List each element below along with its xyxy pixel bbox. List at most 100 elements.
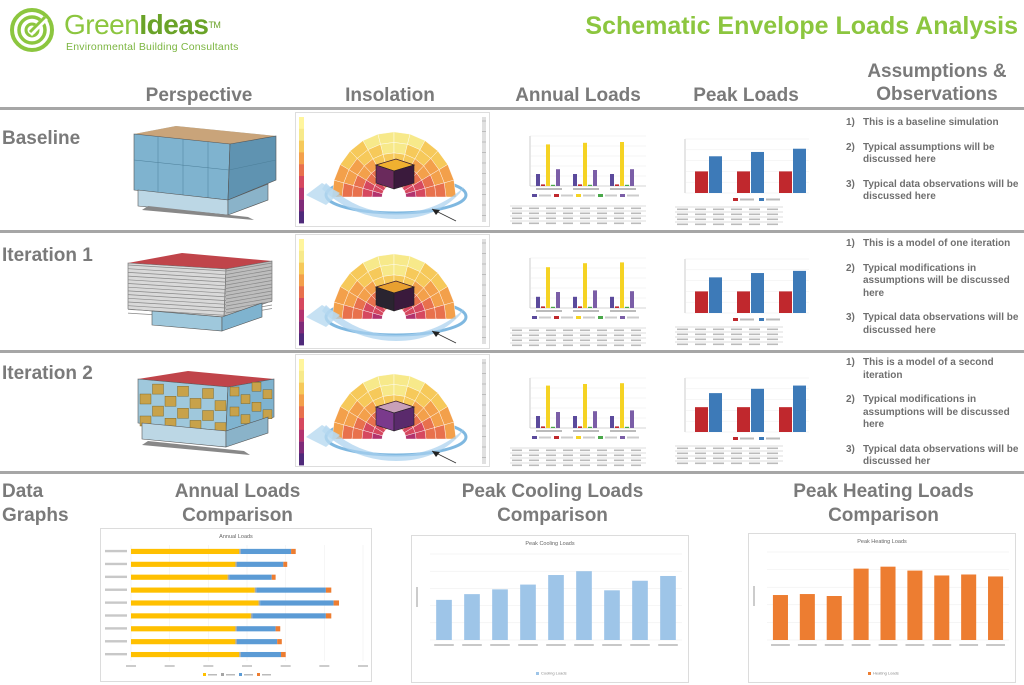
bar [961, 574, 977, 640]
table-cell [512, 449, 522, 452]
facade-slat [127, 290, 227, 298]
annual-bar [593, 170, 597, 186]
facade-slat [127, 272, 227, 279]
table-cell [512, 207, 522, 210]
legend-label [244, 674, 253, 676]
category-label [574, 644, 594, 646]
cooling-bar [695, 291, 708, 313]
legend-swatch [532, 316, 537, 319]
peak-heating-comparison-title: Peak Heating Loads Comparison [776, 480, 991, 528]
category-label [851, 644, 871, 646]
table-cell [614, 334, 624, 337]
stacked-bar-segment [229, 574, 272, 580]
annual-bar [573, 174, 577, 186]
annual-bar [556, 169, 560, 186]
divider [0, 350, 1024, 353]
table-cell [713, 333, 724, 336]
building-wall [393, 406, 415, 432]
table-cell [580, 464, 590, 467]
stacked-bar-segment [258, 600, 261, 606]
dome-sector [393, 373, 411, 387]
facade-slat [225, 269, 273, 279]
category-label [536, 430, 562, 432]
annual-bar [588, 426, 592, 428]
table-cell [546, 329, 556, 332]
ground-shadow [322, 425, 464, 461]
brand-name: GreenIdeasTM [64, 9, 221, 40]
table-cell [546, 464, 556, 467]
legend-color-band [299, 429, 304, 442]
chart-svg [510, 377, 646, 467]
facade-slat [225, 290, 273, 300]
column-header-annual-loads: Annual Loads [515, 85, 641, 106]
bar [880, 566, 896, 640]
bar [436, 599, 452, 640]
legend-color-band [299, 239, 304, 251]
annual-bar [551, 306, 555, 308]
table-cell [614, 207, 624, 210]
facade-slat [225, 294, 273, 303]
legend-swatch [620, 194, 625, 197]
dome-sector [380, 264, 395, 277]
table-cell [614, 339, 624, 342]
legend-label [740, 198, 754, 201]
cooling-bar [737, 171, 750, 193]
column-header-assumptions: Assumptions & Observations [854, 60, 1020, 106]
table-cell [695, 462, 706, 465]
table-cell [546, 449, 556, 452]
table-cell [512, 459, 522, 462]
facade-panel [251, 402, 262, 412]
table-cell [580, 207, 590, 210]
cooling-bar [737, 291, 750, 313]
facade-slat [127, 301, 227, 309]
table-cell [563, 344, 573, 347]
facade-panel [240, 394, 251, 404]
bar [988, 576, 1004, 640]
legend-label [539, 436, 551, 439]
dome-sector [444, 421, 457, 440]
dome-sector [434, 424, 447, 440]
table-cell [749, 457, 760, 460]
stacked-bar-segment [254, 587, 257, 593]
facade-slat [127, 294, 227, 301]
stacked-bar-segment [131, 613, 251, 619]
section-label-data-graphs: Data Graphs [2, 480, 69, 528]
facade-panel [262, 389, 273, 399]
table-cell [731, 223, 742, 226]
legend-color-band [299, 333, 304, 346]
legend-label [740, 437, 754, 440]
legend-swatch [532, 436, 537, 439]
legend-color-band [299, 152, 304, 165]
cooling-bar [779, 291, 792, 313]
table-cell [580, 449, 590, 452]
stacked-bar-segment [239, 651, 241, 658]
stacked-bar-segment [281, 651, 286, 658]
legend-label [583, 316, 595, 319]
north-arrow-head [432, 451, 440, 457]
scale-bar [482, 117, 486, 222]
y-axis-label [753, 586, 755, 606]
table-cell [563, 329, 573, 332]
legend-color-band [299, 128, 304, 141]
stacked-bar-segment [240, 548, 292, 555]
category-label [610, 310, 636, 312]
legend-color-band [299, 382, 304, 395]
legend-swatch [239, 673, 242, 676]
table-cell [597, 207, 607, 210]
legend-label [627, 316, 639, 319]
stacked-bar-segment [325, 587, 332, 593]
table-cell [580, 329, 590, 332]
facade-slat [225, 297, 273, 307]
table-cell [631, 212, 641, 215]
legend-swatch-cooling [733, 198, 738, 201]
table-cell [713, 452, 724, 455]
facade-slat [225, 273, 273, 282]
dome-sector [377, 131, 395, 145]
dome-sector [444, 179, 457, 198]
bar [604, 590, 620, 640]
chart-svg [299, 239, 486, 346]
facade-panel [214, 400, 227, 411]
table-cell [677, 338, 688, 341]
dome-sector [405, 312, 417, 320]
row-label-iteration-1: Iteration 1 [2, 245, 93, 266]
